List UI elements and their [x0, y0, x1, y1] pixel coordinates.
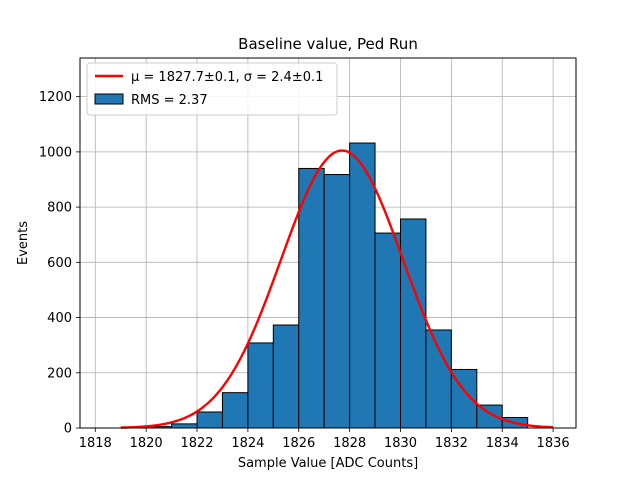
chart-title: Baseline value, Ped Run	[238, 35, 418, 53]
histogram-bar	[374, 232, 401, 429]
x-axis-ticks: 1818 1820 1822 1824 1826 1828 1830 1832 1834 1836	[79, 428, 570, 451]
y-tick-label: 0	[64, 422, 72, 437]
y-tick-label: 200	[47, 366, 72, 381]
fit-curve	[120, 149, 554, 429]
y-tick-label: 600	[47, 256, 72, 271]
x-tick-label: 1828	[333, 436, 366, 451]
legend: μ = 1827.7±0.1, σ = 2.4±0.1 RMS = 2.37	[86, 62, 338, 116]
x-tick-label: 1822	[180, 436, 213, 451]
y-tick-label: 800	[47, 201, 72, 216]
x-tick-label: 1826	[282, 436, 315, 451]
histogram-bar	[196, 411, 223, 429]
histogram-bar	[323, 174, 351, 429]
histogram-bars	[145, 142, 529, 429]
histogram-bar	[349, 142, 376, 429]
y-axis-label: Events	[16, 221, 31, 265]
histogram-bar	[272, 324, 300, 429]
y-axis-ticks: 0 200 400 600 800 1000 1200	[39, 90, 80, 437]
y-tick-label: 1200	[39, 90, 72, 105]
legend-fit-label: μ = 1827.7±0.1, σ = 2.4±0.1	[131, 70, 323, 85]
x-tick-label: 1834	[486, 436, 519, 451]
histogram-bar	[171, 423, 198, 429]
y-tick-label: 400	[47, 311, 72, 326]
x-tick-label: 1832	[435, 436, 468, 451]
legend-box	[86, 62, 338, 116]
legend-hist-swatch	[94, 93, 124, 105]
histogram-bar	[399, 218, 427, 429]
histogram-bar	[247, 342, 274, 429]
histogram-bar	[425, 329, 452, 429]
histogram-bar	[221, 392, 249, 429]
x-axis-label: Sample Value [ADC Counts]	[238, 456, 418, 471]
x-tick-label: 1820	[130, 436, 163, 451]
legend-hist-label: RMS = 2.37	[131, 93, 208, 108]
x-tick-label: 1818	[79, 436, 112, 451]
x-tick-label: 1830	[384, 436, 417, 451]
x-tick-label: 1836	[537, 436, 570, 451]
histogram-bar	[298, 167, 325, 429]
x-tick-label: 1824	[231, 436, 264, 451]
y-tick-label: 1000	[39, 145, 72, 160]
plot-frame	[79, 57, 577, 429]
